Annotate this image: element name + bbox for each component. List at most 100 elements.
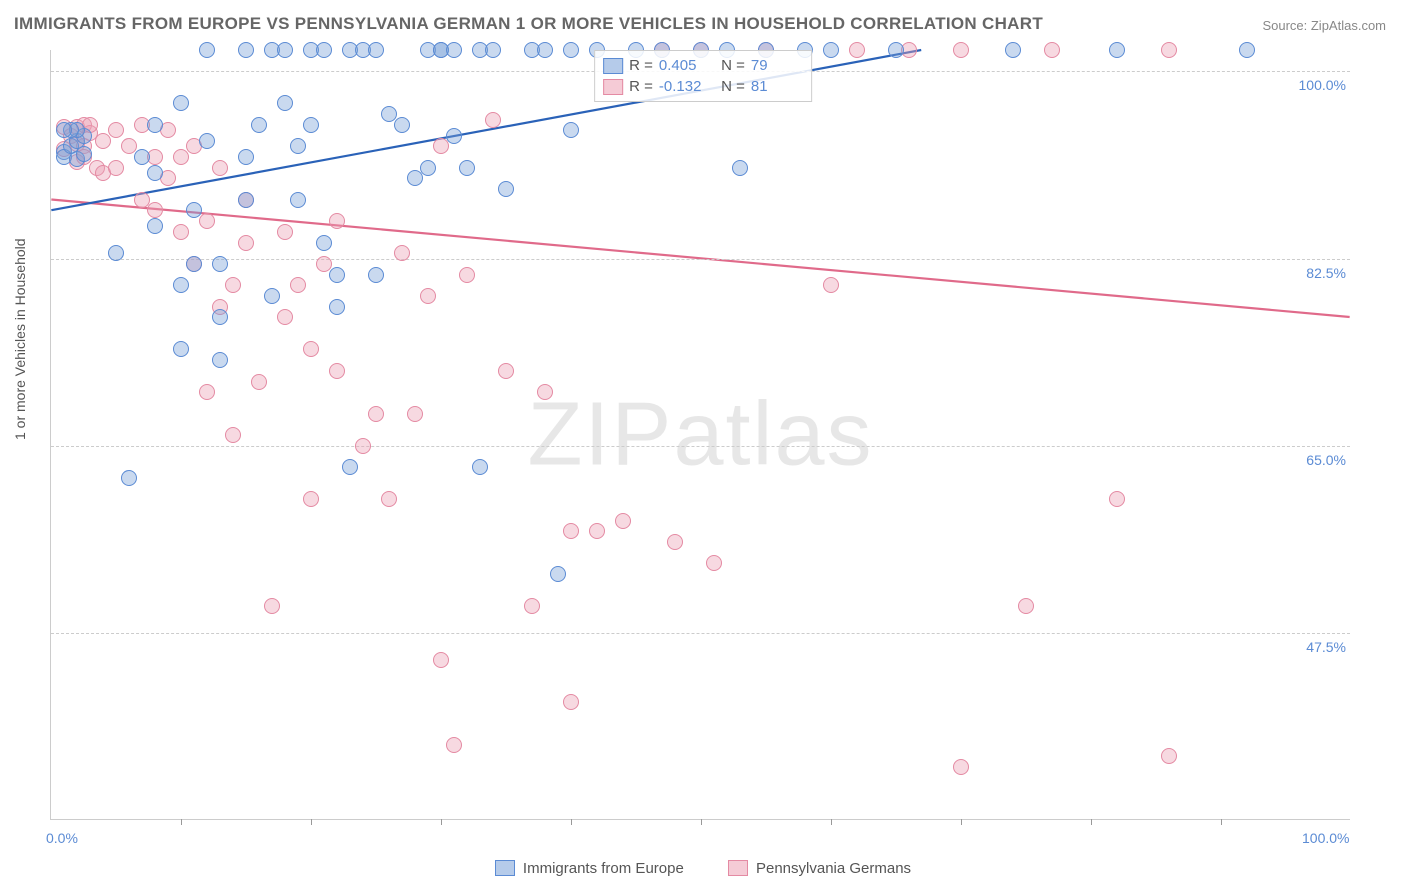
scatter-point-pink — [212, 160, 228, 176]
swatch-pink-icon — [603, 79, 623, 95]
scatter-point-pink — [1161, 42, 1177, 58]
scatter-point-blue — [537, 42, 553, 58]
watermark: ZIPatlas — [527, 383, 873, 486]
legend-label-pink: Pennsylvania Germans — [756, 860, 911, 877]
y-axis-title: 1 or more Vehicles in Household — [12, 238, 28, 440]
scatter-point-blue — [446, 128, 462, 144]
scatter-point-pink — [277, 309, 293, 325]
scatter-point-blue — [1109, 42, 1125, 58]
scatter-point-blue — [1239, 42, 1255, 58]
scatter-point-blue — [134, 149, 150, 165]
scatter-point-pink — [264, 598, 280, 614]
scatter-point-pink — [199, 213, 215, 229]
scatter-point-blue — [563, 122, 579, 138]
scatter-point-pink — [277, 224, 293, 240]
scatter-point-blue — [277, 42, 293, 58]
scatter-point-blue — [238, 192, 254, 208]
scatter-point-blue — [186, 256, 202, 272]
y-tick-label: 47.5% — [1290, 639, 1346, 655]
scatter-point-pink — [108, 122, 124, 138]
scatter-point-blue — [76, 146, 92, 162]
scatter-point-pink — [433, 138, 449, 154]
scatter-point-pink — [225, 277, 241, 293]
scatter-point-blue — [212, 309, 228, 325]
y-tick-label: 82.5% — [1290, 265, 1346, 281]
scatter-point-blue — [368, 267, 384, 283]
scatter-point-pink — [524, 598, 540, 614]
scatter-point-blue — [290, 138, 306, 154]
scatter-point-blue — [420, 160, 436, 176]
x-tick — [831, 819, 832, 825]
swatch-blue-icon — [495, 860, 515, 876]
legend-item-pink: Pennsylvania Germans — [728, 860, 911, 877]
scatter-point-pink — [381, 491, 397, 507]
scatter-point-pink — [95, 133, 111, 149]
y-tick-label: 65.0% — [1290, 452, 1346, 468]
y-tick-label: 100.0% — [1290, 77, 1346, 93]
scatter-point-blue — [186, 202, 202, 218]
scatter-point-pink — [953, 759, 969, 775]
swatch-pink-icon — [728, 860, 748, 876]
legend-item-blue: Immigrants from Europe — [495, 860, 684, 877]
scatter-point-blue — [277, 95, 293, 111]
scatter-point-blue — [147, 165, 163, 181]
scatter-point-blue — [303, 117, 319, 133]
scatter-point-pink — [108, 160, 124, 176]
scatter-point-pink — [290, 277, 306, 293]
scatter-point-pink — [355, 438, 371, 454]
scatter-point-blue — [121, 470, 137, 486]
scatter-point-pink — [446, 737, 462, 753]
gridline — [51, 633, 1350, 634]
scatter-point-blue — [147, 117, 163, 133]
scatter-point-pink — [303, 341, 319, 357]
scatter-point-pink — [251, 374, 267, 390]
n-label: N = — [717, 78, 745, 95]
x-tick-label: 100.0% — [1302, 830, 1349, 846]
x-tick — [311, 819, 312, 825]
scatter-point-pink — [394, 245, 410, 261]
n-value-pink: 81 — [751, 78, 803, 95]
scatter-point-pink — [199, 384, 215, 400]
scatter-point-pink — [563, 523, 579, 539]
gridline — [51, 259, 1350, 260]
scatter-point-pink — [329, 213, 345, 229]
scatter-point-blue — [732, 160, 748, 176]
scatter-point-blue — [290, 192, 306, 208]
scatter-point-blue — [407, 170, 423, 186]
scatter-point-blue — [108, 245, 124, 261]
scatter-point-pink — [303, 491, 319, 507]
x-tick — [1091, 819, 1092, 825]
source-label: Source: ZipAtlas.com — [1262, 18, 1386, 33]
scatter-point-pink — [498, 363, 514, 379]
scatter-point-pink — [1161, 748, 1177, 764]
gridline — [51, 446, 1350, 447]
n-value-blue: 79 — [751, 57, 803, 74]
scatter-point-pink — [238, 235, 254, 251]
scatter-point-pink — [823, 277, 839, 293]
scatter-point-pink — [368, 406, 384, 422]
scatter-point-pink — [563, 694, 579, 710]
x-tick — [961, 819, 962, 825]
scatter-point-blue — [173, 277, 189, 293]
swatch-blue-icon — [603, 58, 623, 74]
correlation-box: R = 0.405 N = 79 R = -0.132 N = 81 — [594, 50, 812, 102]
x-tick-label: 0.0% — [46, 830, 78, 846]
scatter-point-pink — [407, 406, 423, 422]
scatter-point-pink — [537, 384, 553, 400]
chart-title: IMMIGRANTS FROM EUROPE VS PENNSYLVANIA G… — [14, 14, 1043, 34]
r-value-blue: 0.405 — [659, 57, 711, 74]
scatter-point-blue — [823, 42, 839, 58]
scatter-point-pink — [433, 652, 449, 668]
scatter-point-blue — [212, 256, 228, 272]
scatter-point-blue — [446, 42, 462, 58]
scatter-point-blue — [238, 149, 254, 165]
scatter-point-blue — [498, 181, 514, 197]
scatter-point-blue — [251, 117, 267, 133]
scatter-point-pink — [329, 363, 345, 379]
scatter-point-pink — [225, 427, 241, 443]
scatter-point-pink — [459, 267, 475, 283]
scatter-point-blue — [888, 42, 904, 58]
r-label: R = — [629, 57, 653, 74]
scatter-point-pink — [173, 149, 189, 165]
scatter-point-pink — [1018, 598, 1034, 614]
